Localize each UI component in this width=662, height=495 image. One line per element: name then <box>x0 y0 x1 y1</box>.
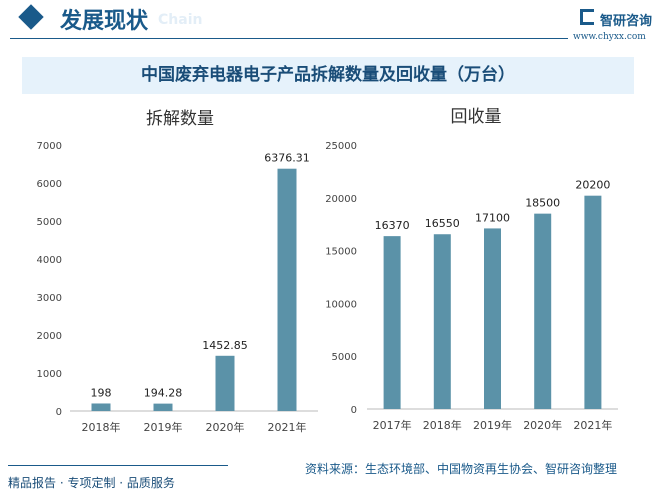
y-tick-label: 7000 <box>37 141 62 152</box>
y-tick-label: 1000 <box>37 369 62 380</box>
header-divider <box>10 38 568 39</box>
x-tick-label: 2018年 <box>82 420 121 434</box>
y-tick-label: 0 <box>351 405 357 416</box>
y-tick-label: 25000 <box>325 141 357 152</box>
data-label: 1452.85 <box>202 339 248 352</box>
x-tick-label: 2020年 <box>206 420 245 434</box>
header-title: 发展现状 <box>60 9 149 34</box>
y-tick-label: 5000 <box>332 352 357 363</box>
y-tick-label: 0 <box>56 407 62 418</box>
x-tick-label: 2019年 <box>144 420 183 434</box>
y-tick-label: 10000 <box>325 299 357 310</box>
y-tick-label: 15000 <box>325 247 357 258</box>
footer-slogan: 精品报告 · 专项定制 · 品质服务 <box>8 476 175 490</box>
bar <box>277 168 297 411</box>
data-label: 198 <box>91 386 112 399</box>
left-chart-title: 拆解数量 <box>146 109 214 129</box>
chart-title-box: 中国废弃电器电子产品拆解数量及回收量（万台） <box>22 57 634 94</box>
logo-url: www.chyxx.com <box>573 32 646 42</box>
y-tick-label: 6000 <box>37 179 62 190</box>
chart-title: 中国废弃电器电子产品拆解数量及回收量（万台） <box>141 65 515 85</box>
x-tick-label: 2021年 <box>268 420 307 434</box>
right-chart-title: 回收量 <box>451 107 502 127</box>
x-tick-label: 2018年 <box>423 418 462 432</box>
y-tick-label: 5000 <box>37 217 62 228</box>
logo-icon <box>580 9 594 25</box>
bar <box>534 213 552 409</box>
y-tick-label: 20000 <box>325 194 357 205</box>
data-label: 6376.31 <box>264 152 310 165</box>
header-subtitle-en: Chain <box>158 12 203 28</box>
y-tick-label: 3000 <box>37 293 62 304</box>
bar <box>91 403 111 411</box>
data-label: 20200 <box>575 179 610 192</box>
y-tick-label: 4000 <box>37 255 62 266</box>
bar <box>153 403 173 411</box>
logo-name: 智研咨询 <box>600 14 653 29</box>
footer-source: 资料来源：生态环境部、中国物资再生协会、智研咨询整理 <box>305 462 618 476</box>
data-label: 16370 <box>375 219 410 232</box>
x-tick-label: 2020年 <box>523 418 562 432</box>
x-tick-label: 2021年 <box>573 418 612 432</box>
bar <box>383 236 401 409</box>
x-tick-label: 2017年 <box>373 418 412 432</box>
data-label: 194.28 <box>144 387 183 400</box>
bar <box>215 355 235 411</box>
data-label: 17100 <box>475 211 510 224</box>
bar <box>584 195 602 409</box>
x-tick-label: 2019年 <box>473 418 512 432</box>
footer-divider <box>8 465 228 466</box>
bar <box>484 228 501 409</box>
data-label: 18500 <box>525 197 560 210</box>
y-tick-label: 2000 <box>37 331 62 342</box>
bar <box>433 234 451 409</box>
data-label: 16550 <box>425 217 460 230</box>
